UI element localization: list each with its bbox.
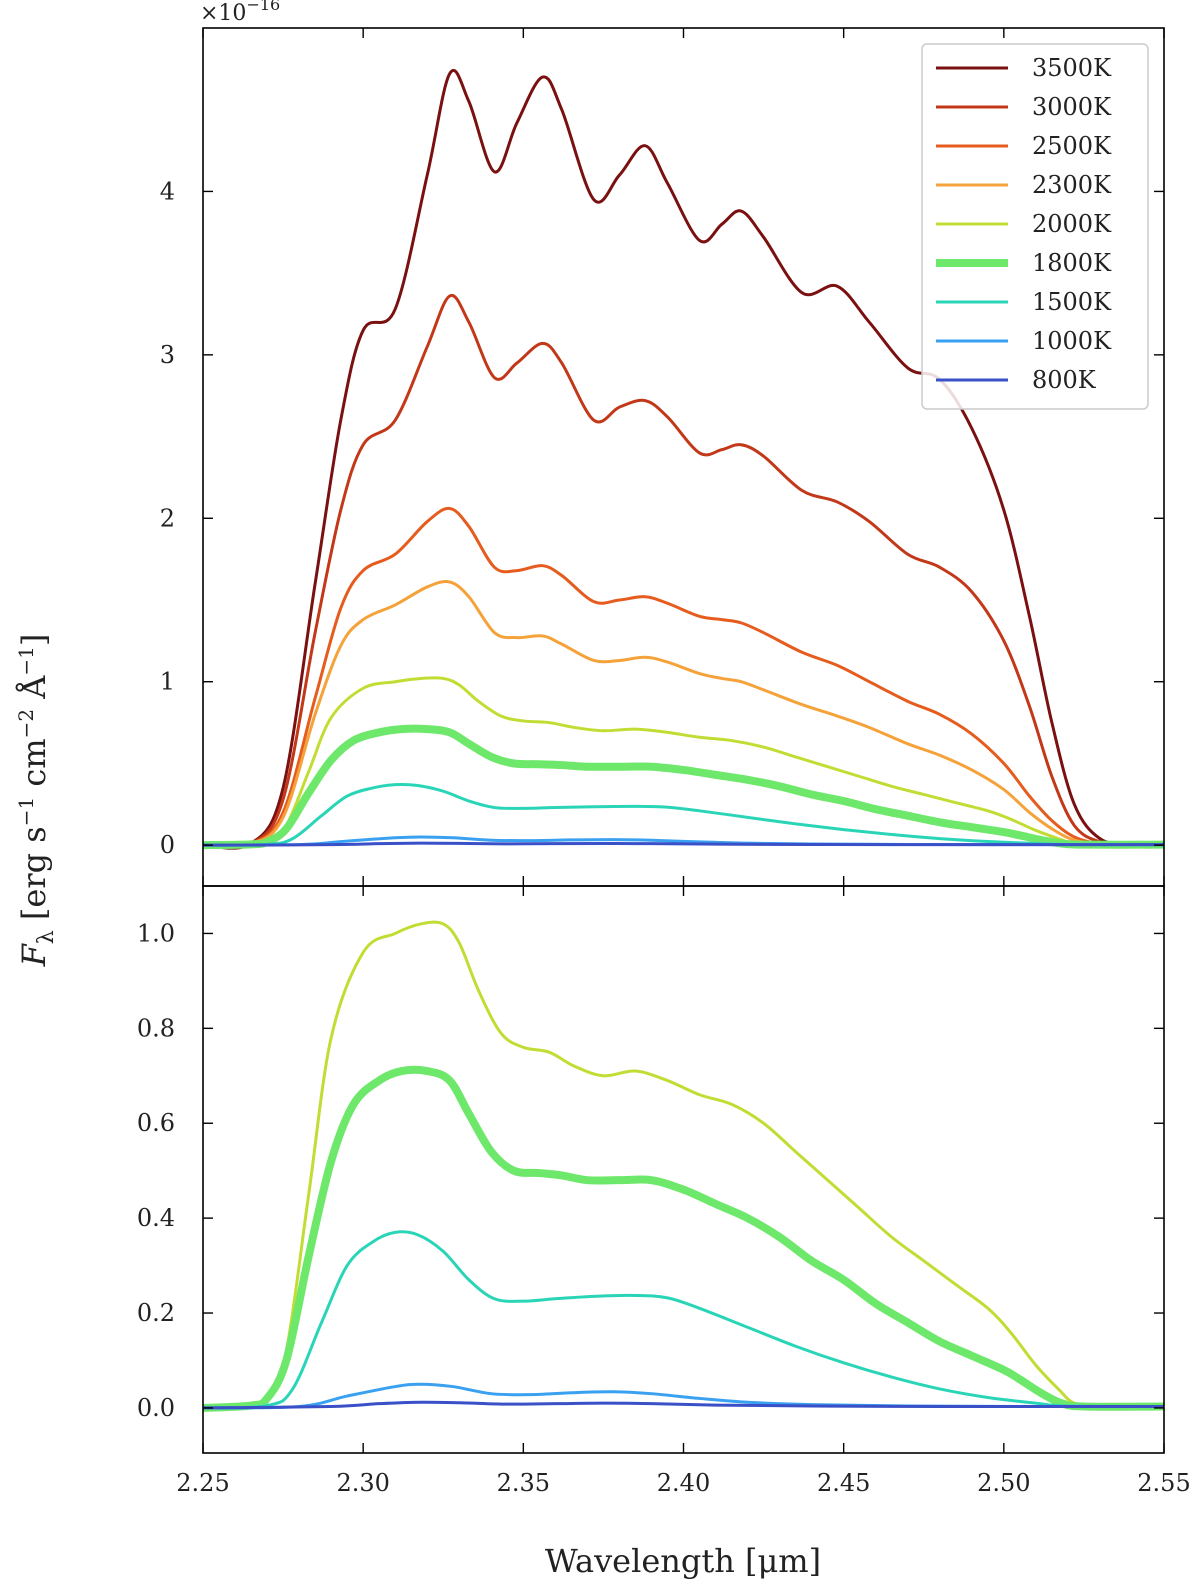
legend-label-2500K: 2500K xyxy=(1032,132,1112,160)
legend-label-3500K: 3500K xyxy=(1032,54,1112,82)
top-series-2300K xyxy=(203,580,1164,848)
top-y-tick-label: 3 xyxy=(160,341,175,369)
legend-label-1500K: 1500K xyxy=(1032,288,1112,316)
bottom-y-tick-label: 1.0 xyxy=(137,919,175,947)
bottom-series-2000K xyxy=(203,920,1164,1410)
legend-label-1800K: 1800K xyxy=(1032,249,1112,277)
top-series-800K xyxy=(203,841,1164,847)
bottom-y-tick-label: 0.4 xyxy=(137,1204,175,1232)
legend-label-800K: 800K xyxy=(1032,366,1097,394)
x-tick-label: 2.35 xyxy=(497,1469,550,1497)
x-tick-label: 2.55 xyxy=(1137,1469,1190,1497)
bottom-series-1800K xyxy=(203,1065,1164,1412)
bottom-curves xyxy=(203,920,1164,1412)
top-curves xyxy=(203,69,1164,850)
legend-label-1000K: 1000K xyxy=(1032,327,1112,355)
bottom-y-tick-label: 0.8 xyxy=(137,1014,175,1042)
legend-label-2300K: 2300K xyxy=(1032,171,1112,199)
top-series-2500K xyxy=(203,506,1164,848)
legend-label-2000K: 2000K xyxy=(1032,210,1112,238)
top-y-tick-label: 4 xyxy=(160,177,175,205)
top-y-tick-label: 1 xyxy=(160,668,175,696)
bottom-ticks: 2.25 2.30 2.35 2.40 2.45 2.50 2.55 0.0 0.2 0.4 0.6… xyxy=(137,886,1191,1497)
top-series-3000K xyxy=(203,293,1164,849)
legend: 3500K 3000K 2500K 2300K 2000K 1800K 1500K 1000K… xyxy=(921,43,1149,410)
bottom-y-tick-label: 0.2 xyxy=(137,1299,175,1327)
top-y-tick-label: 2 xyxy=(160,504,175,532)
top-series-1500K xyxy=(203,782,1164,847)
x-axis-label: Wavelength [μm] xyxy=(545,1542,821,1580)
x-tick-label: 2.40 xyxy=(657,1469,710,1497)
top-series-2000K xyxy=(203,676,1164,847)
bottom-series-1500K xyxy=(203,1230,1164,1410)
bottom-frame xyxy=(202,885,1165,1454)
x-tick-label: 2.30 xyxy=(336,1469,389,1497)
y-multiplier: ×10−16 xyxy=(200,0,280,26)
top-series-3500K xyxy=(203,69,1164,850)
x-tick-label: 2.25 xyxy=(176,1469,229,1497)
x-tick-label: 2.45 xyxy=(817,1469,870,1497)
top-y-tick-label: 0 xyxy=(160,831,175,859)
bottom-series-800K xyxy=(203,1400,1164,1410)
x-tick-label: 2.50 xyxy=(977,1469,1030,1497)
bottom-y-tick-label: 0.0 xyxy=(137,1394,175,1422)
legend-label-3000K: 3000K xyxy=(1032,93,1112,121)
legend-box xyxy=(921,43,1149,410)
y-axis-label: Fλ [erg s−1 cm−2 Å−1] xyxy=(14,634,59,968)
bottom-panel: 2.25 2.30 2.35 2.40 2.45 2.50 2.55 0.0 0.2 0.4 0.6… xyxy=(137,885,1191,1497)
top-series-1800K xyxy=(203,724,1164,850)
bottom-y-tick-label: 0.6 xyxy=(137,1109,175,1137)
top-panel: 0 1 2 3 4 ×10−16 3500K 3000K 2500K 2300K 2000K 18… xyxy=(160,0,1165,887)
